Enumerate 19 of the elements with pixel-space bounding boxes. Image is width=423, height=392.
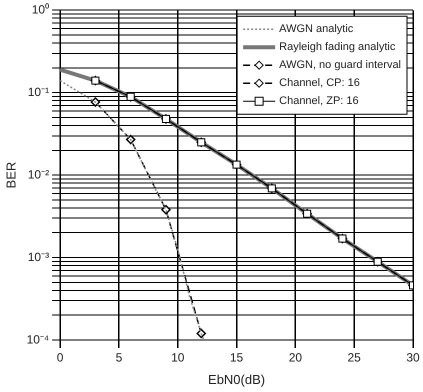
y-tick-label: 10⁻⁴ (26, 332, 50, 346)
y-axis-title: BER (3, 162, 18, 188)
x-tick-label: 0 (56, 350, 64, 365)
legend-label: Rayleigh fading analytic (279, 41, 396, 54)
x-tick-label: 30 (406, 350, 420, 365)
legend-label: Channel, CP: 16 (279, 77, 360, 90)
legend-label: AWGN analytic (279, 23, 354, 36)
x-axis-title: EbN0(dB) (208, 372, 266, 387)
x-tick-label: 10 (171, 350, 185, 365)
x-tick-label: 20 (288, 350, 302, 365)
x-tick-label: 15 (230, 350, 244, 365)
y-tick-label: 10⁰ (32, 2, 50, 17)
x-tick-label: 25 (348, 350, 362, 365)
y-tick-label: 10⁻¹ (28, 84, 50, 99)
y-tick-label: 10⁻³ (28, 250, 50, 264)
legend-label: AWGN, no guard interval (279, 59, 402, 72)
x-tick-label: 5 (116, 350, 123, 365)
legend-label: Channel, ZP: 16 (279, 95, 359, 108)
y-tick-label: 10⁻² (28, 167, 50, 182)
